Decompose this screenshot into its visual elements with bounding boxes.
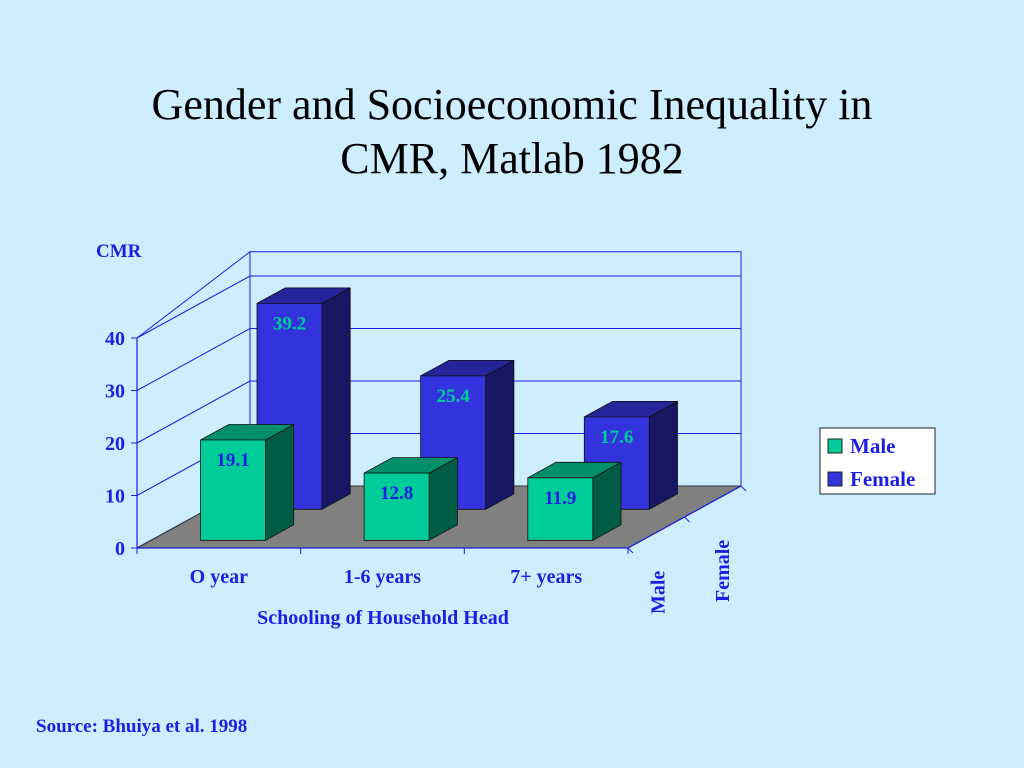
data-label: 39.2 <box>273 313 306 334</box>
bar-front-face <box>363 472 430 541</box>
data-label: 25.4 <box>437 386 471 407</box>
x-tick-label: 7+ years <box>510 566 582 588</box>
y-tick-label: 40 <box>105 328 125 350</box>
legend-label-female: Female <box>850 467 915 491</box>
data-label: 11.9 <box>544 488 576 509</box>
chart-bars <box>200 287 678 541</box>
y-tick-label: 10 <box>105 486 125 508</box>
depth-tick <box>627 547 634 554</box>
bar-front-face <box>200 439 266 541</box>
bar-side-face <box>265 423 295 541</box>
chart-axes: 0 10 20 30 40 O year 1-6 years 7+ years Male Fema… <box>105 328 747 614</box>
slide-title: Gender and Socioeconomic Inequality in C… <box>0 78 1024 186</box>
y-tick-label: 0 <box>115 538 125 560</box>
x-tick-label: O year <box>190 566 248 588</box>
data-label: 19.1 <box>216 450 249 471</box>
bar-front-face <box>527 477 594 541</box>
bar-male-1 <box>363 456 458 541</box>
depth-tick <box>684 516 690 523</box>
slide-title-line-1: Gender and Socioeconomic Inequality in <box>151 80 873 129</box>
y-tick-label: 30 <box>105 381 125 403</box>
depth-tick <box>740 485 747 492</box>
depth-axis-label: Male <box>647 571 669 614</box>
bar-side-face <box>321 287 351 510</box>
slide-title-line-2: CMR, Matlab 1982 <box>340 134 684 183</box>
legend-swatch-female <box>827 471 843 487</box>
chart-legend: Male Female <box>819 427 936 495</box>
legend-label-male: Male <box>850 434 895 458</box>
bar-side-face <box>485 359 515 510</box>
legend-swatch-male <box>827 438 843 454</box>
chart-data-labels: 39.2 25.4 17.6 19.1 12.8 11.9 <box>216 313 633 508</box>
bar-male-0 <box>200 423 295 541</box>
gridline <box>136 275 741 339</box>
source-note: Source: Bhuiya et al. 1998 <box>36 716 248 737</box>
x-axis-title: Schooling of Household Head <box>257 607 509 629</box>
y-axis-title: CMR <box>96 241 142 262</box>
bar-side-face <box>648 400 678 510</box>
x-tick-label: 1-6 years <box>344 566 421 588</box>
gridline <box>136 380 741 444</box>
gridline <box>136 328 741 391</box>
y-tick-label: 20 <box>105 433 125 455</box>
bar-male-2 <box>527 461 622 541</box>
data-label: 17.6 <box>600 427 633 448</box>
depth-axis-label: Female <box>712 540 734 602</box>
data-label: 12.8 <box>380 483 413 504</box>
